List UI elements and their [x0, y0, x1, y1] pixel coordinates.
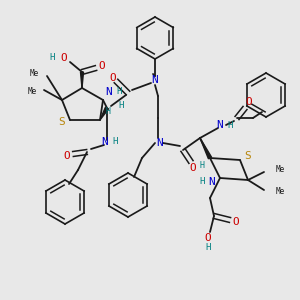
Text: O: O: [190, 163, 196, 173]
Text: O: O: [61, 53, 68, 63]
Text: O: O: [246, 97, 252, 107]
Text: Me: Me: [27, 88, 37, 97]
Text: Me: Me: [29, 70, 39, 79]
Text: O: O: [205, 233, 212, 243]
Polygon shape: [80, 72, 83, 88]
Text: H: H: [112, 137, 118, 146]
Text: S: S: [244, 151, 251, 161]
Text: S: S: [58, 117, 65, 127]
Text: N: N: [208, 177, 215, 187]
Text: H: H: [200, 161, 205, 170]
Text: H: H: [49, 53, 55, 62]
Text: Me: Me: [275, 166, 285, 175]
Text: O: O: [232, 217, 239, 227]
Text: Me: Me: [275, 188, 285, 196]
Text: H: H: [205, 244, 211, 253]
Polygon shape: [100, 107, 109, 120]
Text: N: N: [157, 138, 164, 148]
Text: O: O: [64, 151, 70, 161]
Text: H: H: [227, 121, 233, 130]
Text: O: O: [110, 73, 116, 83]
Text: H: H: [118, 100, 124, 109]
Text: N: N: [217, 120, 224, 130]
Text: H: H: [116, 88, 122, 97]
Text: N: N: [106, 87, 112, 97]
Text: N: N: [152, 75, 158, 85]
Text: H: H: [106, 107, 110, 116]
Polygon shape: [200, 138, 212, 159]
Text: H: H: [199, 178, 205, 187]
Text: O: O: [99, 61, 105, 71]
Text: N: N: [102, 137, 108, 147]
